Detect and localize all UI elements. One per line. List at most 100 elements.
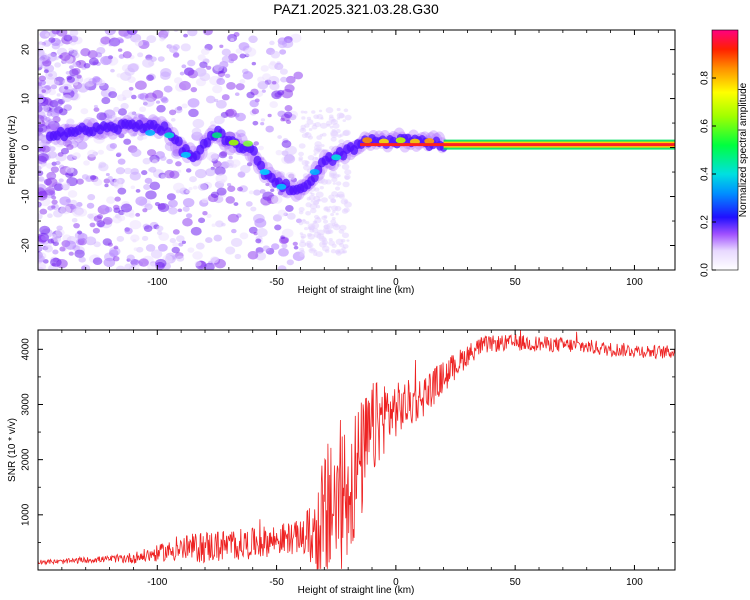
noise-blob	[275, 149, 283, 156]
noise-blob	[96, 220, 105, 228]
noise-blob	[253, 141, 259, 146]
noise-blob	[194, 168, 207, 179]
noise-blob	[271, 194, 283, 204]
noise-blob	[144, 203, 153, 211]
noise-blob	[106, 196, 116, 204]
noise-blob	[298, 207, 305, 212]
noise-blob	[246, 162, 253, 167]
noise-blob	[117, 158, 126, 165]
noise-blob	[188, 108, 199, 118]
y-tick-label: -10	[21, 189, 32, 204]
noise-blob	[92, 227, 100, 234]
noise-blob	[115, 265, 126, 270]
noise-blob	[259, 189, 266, 194]
colorbar-tick-label: 0.8	[700, 71, 711, 85]
noise-blob	[299, 241, 307, 248]
noise-blob	[206, 65, 212, 70]
noise-blob	[344, 114, 352, 121]
noise-blob	[205, 237, 213, 244]
noise-blob	[172, 229, 180, 235]
noise-blob	[285, 204, 294, 212]
noise-blob	[185, 213, 193, 219]
noise-blob	[155, 258, 167, 268]
noise-blob	[279, 68, 288, 75]
noise-blob	[225, 246, 236, 255]
noise-blob	[104, 206, 113, 213]
noise-blob	[157, 243, 168, 252]
noise-blob	[292, 241, 298, 246]
noise-blob	[87, 194, 96, 201]
noise-blob	[105, 172, 110, 177]
noise-blob	[87, 149, 97, 158]
noise-blob	[100, 36, 111, 45]
ridge-hotspot	[180, 151, 191, 158]
noise-blob	[83, 62, 91, 69]
ridge-hotspot	[259, 169, 270, 176]
noise-blob	[74, 231, 85, 240]
noise-blob	[54, 62, 61, 68]
noise-blob	[339, 133, 344, 137]
noise-blob	[174, 106, 183, 114]
noise-blob	[301, 116, 306, 120]
colorbar-axes: 0.0 0.2 0.4 0.6 0.8	[700, 29, 739, 277]
noise-blob	[126, 254, 135, 262]
noise-blob	[55, 228, 65, 237]
noise-blob	[194, 260, 202, 267]
noise-blob	[127, 63, 139, 73]
noise-blob	[213, 234, 223, 242]
noise-blob	[47, 151, 57, 159]
noise-blob	[141, 170, 148, 176]
noise-blob	[64, 86, 69, 90]
noise-blob	[100, 55, 112, 66]
noise-blob	[248, 190, 254, 195]
noise-blob	[101, 97, 111, 105]
noise-blob	[107, 242, 113, 247]
noise-blob	[45, 33, 50, 37]
noise-blob	[236, 129, 246, 138]
noise-blob	[336, 107, 341, 112]
noise-blob	[195, 242, 205, 250]
noise-blob	[298, 143, 306, 149]
noise-blob	[299, 232, 304, 235]
noise-blob	[117, 48, 123, 52]
noise-blob	[267, 113, 272, 118]
figure-title: PAZ1.2025.321.03.28.G30	[273, 1, 439, 17]
noise-blob	[143, 184, 151, 191]
noise-blob	[54, 56, 60, 61]
y-tick-label: 3000	[21, 393, 32, 416]
noise-blob	[131, 94, 137, 100]
x-tick-label: 50	[510, 577, 522, 588]
noise-blob	[338, 139, 345, 145]
noise-blob	[115, 37, 124, 44]
snr-frame	[37, 329, 676, 571]
noise-blob	[116, 152, 122, 157]
noise-blob	[197, 54, 206, 61]
noise-blob	[274, 62, 284, 71]
ridge-hotspot	[242, 140, 253, 147]
noise-blob	[219, 44, 224, 48]
noise-blob	[62, 94, 72, 103]
noise-blob	[80, 108, 89, 115]
noise-blob	[242, 71, 254, 80]
noise-blob	[69, 30, 79, 37]
noise-blob	[116, 235, 125, 242]
noise-blob	[59, 246, 66, 252]
noise-blob	[316, 233, 325, 240]
noise-blob	[307, 233, 315, 240]
noise-blob	[334, 223, 339, 228]
noise-blob	[301, 159, 309, 166]
noise-blob	[331, 243, 337, 248]
noise-blob	[96, 112, 107, 121]
noise-blob	[126, 30, 138, 36]
noise-blob	[38, 99, 44, 104]
noise-blob	[249, 99, 259, 108]
noise-blob	[322, 219, 329, 224]
noise-blob	[43, 69, 49, 74]
noise-blob	[58, 178, 64, 183]
noise-blob	[138, 113, 144, 119]
noise-blob	[117, 108, 127, 116]
noise-blob	[199, 72, 211, 82]
noise-blob	[312, 156, 319, 163]
noise-blob	[220, 150, 228, 157]
